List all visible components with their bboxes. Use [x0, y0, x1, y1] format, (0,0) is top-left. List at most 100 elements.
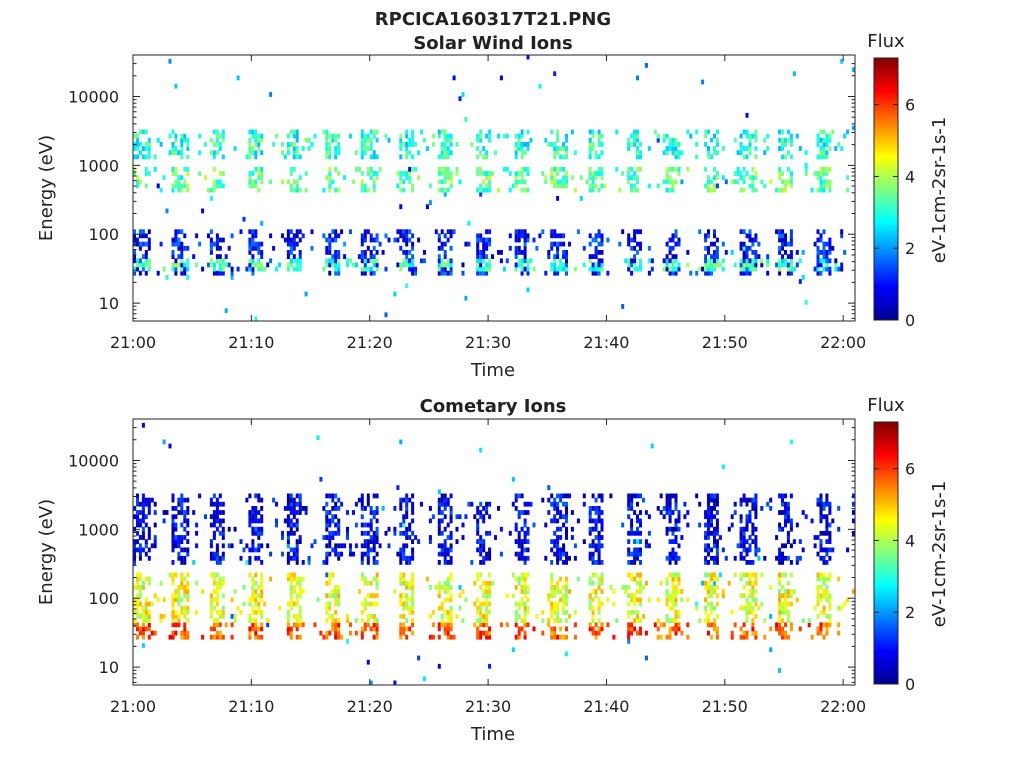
spectrogram-cell	[822, 609, 826, 615]
spectrogram-cell	[414, 270, 418, 276]
spectrogram-cell	[597, 493, 601, 499]
spectrogram-cell	[423, 250, 426, 255]
spectrogram-cell	[742, 254, 746, 259]
spectrogram-cell	[523, 535, 527, 540]
spectrogram-cell	[656, 597, 660, 603]
spectrogram-cell	[488, 551, 492, 557]
spectrogram-cell	[742, 634, 746, 640]
spectrogram-cell	[739, 626, 743, 632]
spectrogram-cell	[718, 262, 722, 268]
spectrogram-cell	[363, 597, 367, 603]
spectrogram-cell	[553, 618, 557, 623]
spectrogram-cell	[405, 618, 409, 623]
spectrogram-cell	[399, 501, 403, 507]
spectrogram-cell	[784, 572, 787, 578]
spectrogram-cell	[147, 614, 151, 619]
spectrogram-cell	[769, 626, 773, 632]
spectrogram-cell	[251, 241, 255, 247]
spectrogram-cell	[713, 258, 716, 264]
spectrogram-cell	[639, 229, 642, 235]
spectrogram-cell	[754, 630, 758, 636]
spectrogram-cell	[819, 270, 823, 276]
spectrogram-cell	[304, 137, 308, 143]
spectrogram-cell	[331, 179, 335, 185]
spectrogram-cell	[372, 183, 376, 189]
spectrogram-cell	[488, 175, 492, 180]
spectrogram-cell	[816, 626, 820, 632]
spectrogram-cell	[254, 518, 258, 524]
spectrogram-cell	[260, 254, 264, 259]
spectrogram-cell	[828, 535, 832, 540]
spectrogram-cell	[707, 601, 710, 607]
spectrogram-cell	[304, 506, 308, 511]
spectrogram-cell	[514, 497, 518, 503]
spectrogram-cell	[408, 262, 412, 268]
spectrogram-cell	[248, 129, 252, 135]
spectrogram-cell	[603, 183, 607, 189]
spectrogram-cell	[786, 166, 790, 172]
spectrogram-cell	[180, 506, 184, 511]
spectrogram-cell	[375, 572, 379, 578]
spectrogram-cell	[786, 539, 790, 544]
spectrogram-cell	[257, 262, 261, 268]
spectrogram-cell	[260, 150, 264, 156]
spectrogram-cell	[789, 171, 793, 176]
spectrogram-cell	[289, 605, 293, 611]
spectrogram-cell	[212, 576, 216, 582]
spectrogram-cell	[461, 270, 465, 276]
spectrogram-cell	[133, 585, 136, 590]
spectrogram-cell	[647, 530, 651, 536]
spectrogram-cell	[269, 551, 273, 557]
spectrogram-cell	[281, 142, 284, 147]
spectrogram-cell	[514, 551, 518, 557]
spectrogram-cell	[822, 530, 826, 536]
spectrogram-cell	[485, 580, 489, 586]
spectrogram-cell	[538, 233, 542, 239]
spectrogram-cell	[289, 142, 293, 147]
spectrogram-cell	[760, 601, 764, 607]
spectrogram-cell	[446, 270, 450, 276]
spectrogram-cell	[360, 137, 364, 143]
spectrogram-cell	[497, 187, 500, 193]
spectrogram-cell	[656, 183, 660, 189]
spectrogram-cell	[526, 526, 530, 532]
spectrogram-cell	[636, 150, 639, 156]
spectrogram-cell	[795, 133, 799, 139]
spectrogram-cell	[331, 514, 335, 520]
spectrogram-cell	[218, 501, 222, 507]
spectrogram-cell	[757, 254, 761, 259]
spectrogram-cell	[147, 137, 151, 143]
spectrogram-cell	[254, 166, 258, 172]
spectrogram-cell	[482, 154, 486, 160]
spectrogram-cell	[476, 133, 480, 139]
spectrogram-cell	[372, 187, 376, 193]
spectrogram-cell	[781, 555, 784, 561]
spectrogram-cell	[775, 187, 779, 193]
spectrogram-cell	[440, 493, 444, 499]
spectrogram-cell	[748, 593, 752, 599]
spectrogram-cell	[639, 580, 642, 586]
spectrogram-cell	[375, 601, 379, 607]
spectrogram-cell	[245, 560, 249, 565]
spectrogram-cell	[334, 250, 338, 255]
spectrogram-cell	[420, 129, 423, 135]
spectrogram-cell	[369, 522, 373, 528]
spectrogram-cell	[615, 129, 619, 135]
spectrogram-cell	[647, 245, 651, 251]
spectrogram-cell	[354, 522, 358, 528]
spectrogram-cell	[218, 142, 222, 147]
spectrogram-cell	[781, 526, 784, 532]
spectrogram-cell	[754, 580, 758, 586]
spectrogram-cell	[550, 229, 554, 235]
spectrogram-cell	[171, 597, 175, 603]
spectrogram-cell	[254, 618, 258, 623]
spectrogram-cell	[218, 270, 222, 276]
spectrogram-cell	[689, 270, 693, 276]
spectrogram-cell	[559, 597, 563, 603]
spectrogram-cell	[168, 443, 172, 449]
spectrogram-cell	[819, 137, 823, 143]
spectrogram-cell	[281, 530, 284, 536]
spectrogram-cell	[325, 258, 329, 264]
spectrogram-cell	[636, 166, 639, 172]
spectrogram-cell	[748, 266, 752, 272]
